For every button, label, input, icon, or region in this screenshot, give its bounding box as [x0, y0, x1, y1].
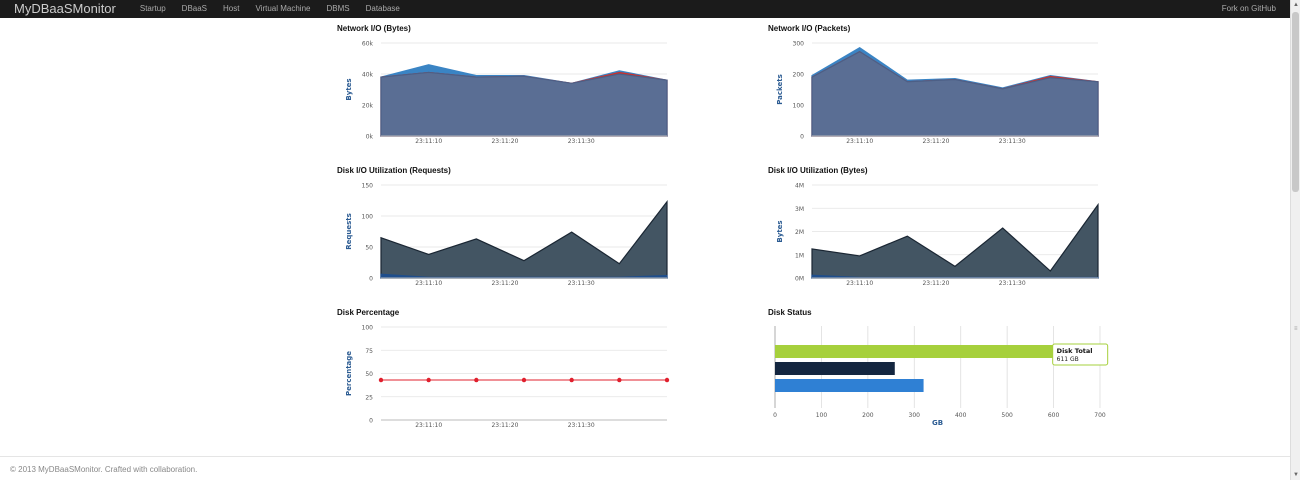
series-area — [380, 199, 668, 279]
x-tick-label: 23:11:20 — [922, 280, 949, 287]
y-tick-label: 3M — [795, 206, 804, 213]
y-axis-label: Bytes — [776, 220, 784, 242]
network-packets-chart: 0 100 200 300 Packets 23:11:10 23:11:20 23:11:3… — [776, 41, 1099, 145]
y-tick-label: 0M — [795, 276, 804, 283]
data-point — [521, 377, 527, 383]
x-tick-label: 400 — [955, 412, 967, 419]
y-tick-label: 2M — [795, 229, 804, 236]
x-tick-label: 500 — [1001, 412, 1013, 419]
disk-bytes-chart: 0M 1M 2M 3M 4M Bytes 23:11:10 23:11:20 23:11:30 — [776, 183, 1099, 287]
vertical-scrollbar[interactable]: ▲ ≡ ▼ — [1290, 0, 1300, 480]
x-tick-label: 23:11:20 — [491, 280, 518, 287]
x-tick-label: 23:11:10 — [415, 138, 442, 145]
tooltip-title: Disk Total — [1057, 347, 1093, 355]
bar — [775, 379, 924, 392]
tooltip-box — [1052, 343, 1109, 366]
y-tick-label: 100 — [362, 325, 374, 332]
brand-link[interactable]: MyDBaaSMonitor — [14, 1, 116, 16]
x-tick-label: 600 — [1048, 412, 1060, 419]
x-tick-label: 700 — [1094, 412, 1106, 419]
data-point — [474, 377, 479, 383]
disk-percentage-chart: 0 25 50 75 100 Percentage 23:11:10 23:11:20 23:1… — [345, 325, 670, 429]
network-bytes-chart: 0k 20k 40k 60k Bytes 23:11:10 23:11:20 23:11:30 — [345, 41, 668, 145]
navbar: MyDBaaSMonitor Startup DBaaS Host Virtua… — [0, 0, 1290, 18]
disk-requests-title: Disk I/O Utilization (Requests) — [337, 166, 451, 175]
data-point — [617, 377, 622, 383]
tooltip-value: 611 GB — [1057, 356, 1079, 363]
y-tick-label: 0 — [369, 418, 373, 425]
disk-bytes-title: Disk I/O Utilization (Bytes) — [768, 166, 868, 175]
nav-startup[interactable]: Startup — [139, 4, 166, 13]
data-point — [426, 377, 431, 383]
series-area — [811, 202, 1099, 279]
y-tick-label: 150 — [362, 183, 374, 190]
y-axis-label: Requests — [345, 213, 353, 250]
scroll-down-arrow-icon[interactable]: ▼ — [1293, 472, 1299, 478]
x-tick-label: 23:11:10 — [846, 280, 873, 287]
bar — [775, 362, 895, 375]
nav-virtual-machine[interactable]: Virtual Machine — [255, 4, 311, 13]
x-tick-label: 23:11:10 — [846, 138, 873, 145]
y-tick-label: 40k — [362, 72, 374, 79]
nav-dbaas[interactable]: DBaaS — [181, 4, 208, 13]
nav-dbms[interactable]: DBMS — [326, 4, 350, 13]
footer-text: © 2013 MyDBaaSMonitor. Crafted with coll… — [10, 465, 198, 474]
x-tick-label: 23:11:30 — [568, 422, 595, 429]
footer-divider — [0, 456, 1290, 457]
y-axis-label: Packets — [776, 74, 784, 105]
network-bytes-title: Network I/O (Bytes) — [337, 24, 411, 33]
y-tick-label: 50 — [365, 371, 373, 378]
disk-status-title: Disk Status — [768, 308, 812, 317]
data-point — [378, 377, 384, 383]
y-tick-label: 0 — [369, 276, 373, 283]
y-tick-label: 200 — [793, 72, 805, 79]
y-tick-label: 100 — [362, 214, 374, 221]
x-tick-label: 23:11:30 — [999, 138, 1026, 145]
x-tick-label: 0 — [773, 412, 777, 419]
data-point — [664, 377, 670, 383]
x-tick-label: 23:11:20 — [491, 138, 518, 145]
series-area — [811, 50, 1099, 137]
series-area — [380, 71, 668, 137]
y-tick-label: 1M — [795, 252, 804, 259]
y-tick-label: 60k — [362, 41, 374, 48]
y-tick-label: 4M — [795, 183, 804, 190]
y-tick-label: 50 — [365, 245, 373, 252]
fork-on-github-link[interactable]: Fork on GitHub — [1221, 4, 1276, 13]
y-axis-label: Percentage — [345, 351, 353, 396]
data-point — [569, 377, 574, 383]
x-tick-label: 23:11:10 — [415, 280, 442, 287]
x-axis-label: GB — [932, 419, 943, 427]
y-tick-label: 20k — [362, 103, 374, 110]
x-tick-label: 23:11:30 — [999, 280, 1026, 287]
network-packets-title: Network I/O (Packets) — [768, 24, 851, 33]
x-tick-label: 200 — [862, 412, 874, 419]
y-tick-label: 25 — [365, 394, 373, 401]
nav-database[interactable]: Database — [365, 4, 400, 13]
y-tick-label: 300 — [793, 41, 805, 48]
bar — [775, 345, 1059, 358]
y-tick-label: 0k — [366, 134, 374, 141]
y-axis-label: Bytes — [345, 78, 353, 100]
disk-requests-chart: 0 50 100 150 Requests 23:11:10 23:11:20 23:11:3… — [345, 183, 668, 287]
x-tick-label: 300 — [909, 412, 921, 419]
x-tick-label: 23:11:30 — [568, 138, 595, 145]
y-tick-label: 100 — [793, 103, 805, 110]
scrollbar-thumb[interactable] — [1292, 12, 1299, 192]
y-tick-label: 75 — [365, 348, 373, 355]
x-tick-label: 23:11:20 — [491, 422, 518, 429]
disk-percentage-title: Disk Percentage — [337, 308, 400, 317]
scroll-up-arrow-icon[interactable]: ▲ — [1293, 2, 1299, 8]
x-tick-label: 23:11:20 — [922, 138, 949, 145]
x-tick-label: 100 — [816, 412, 828, 419]
x-tick-label: 23:11:10 — [415, 422, 442, 429]
nav-host[interactable]: Host — [223, 4, 240, 13]
x-tick-label: 23:11:30 — [568, 280, 595, 287]
y-tick-label: 0 — [800, 134, 804, 141]
scrollbar-grip-icon: ≡ — [1294, 326, 1298, 332]
